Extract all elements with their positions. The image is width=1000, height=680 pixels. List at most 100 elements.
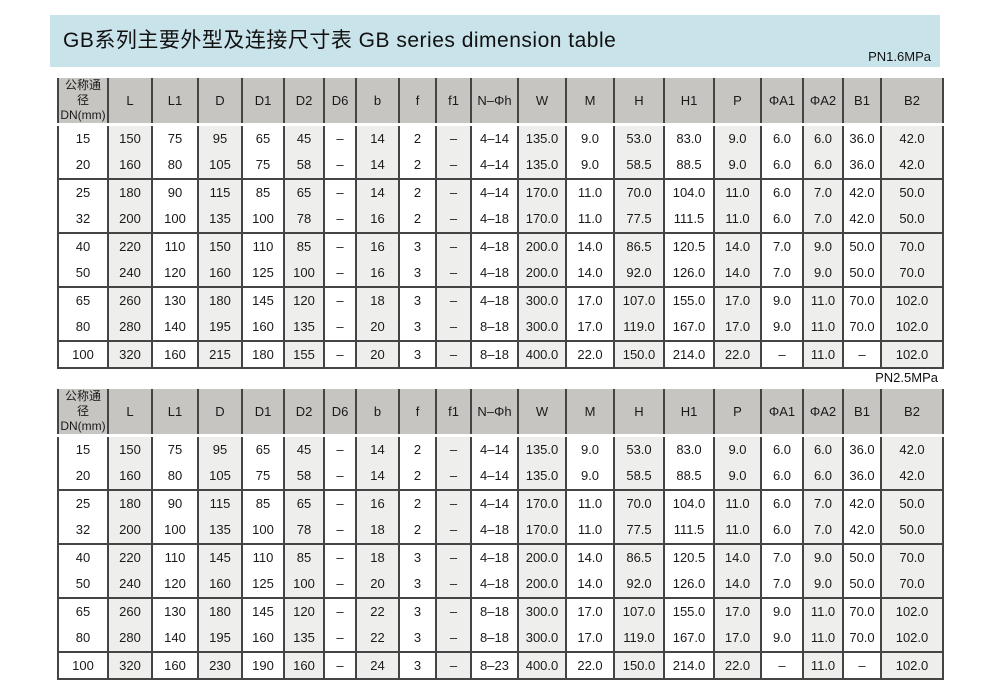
cell-p: 9.0 [713,124,761,152]
cell-p: 11.0 [713,489,761,517]
cell-phi-a1: 9.0 [760,624,803,653]
cell-f1: – [435,543,471,571]
cell-n-phi-h: 4–14 [470,435,518,463]
cell-w: 400.0 [517,651,566,680]
cell-h: 58.5 [613,462,664,491]
cell-b2: 50.0 [880,489,944,517]
cell-d1: 85 [241,489,284,517]
cell-f1: – [435,259,471,288]
cell-f1: – [435,232,471,260]
cell-h1: 83.0 [663,435,714,463]
cell-d: 105 [197,462,242,491]
cell-d2: 45 [283,435,324,463]
cell-n-phi-h: 4–14 [470,462,518,491]
column-header-dn: 公称通径 DN(mm) [57,78,108,126]
cell-p: 22.0 [713,651,761,680]
cell-b: 18 [355,516,399,545]
cell-f1: – [435,624,471,653]
table-row-dn-40: 40 220 110 145 110 85–18 3–4–18 200.0 14.0 86.5 12… [57,543,944,571]
cell-w: 170.0 [517,489,566,517]
cell-f1: – [435,151,471,180]
cell-l: 180 [107,489,152,517]
table-row-dn-50: 50 240 120 160 125 100–16 3–4–18 200.0 14.0 92.0 1… [57,259,944,288]
cell-n-phi-h: 8–18 [470,624,518,653]
table-row-dn-15: 15 150 75 95 65 45–14 2–4–14 135.0 9.0 53.0 83.0 9.… [57,124,944,152]
column-header-phi-a1: ΦA1 [760,78,803,126]
cell-phi-a2: 11.0 [802,340,843,369]
cell-d6: – [323,232,356,260]
cell-w: 170.0 [517,178,566,206]
cell-phi-a2: 11.0 [802,651,843,680]
column-header-w: W [517,78,566,126]
cell-phi-a2: 6.0 [802,124,843,152]
cell-m: 9.0 [565,462,614,491]
column-header-l1: L1 [151,389,198,437]
row-dn-value: 100 [57,340,108,369]
row-dn-value: 32 [57,205,108,234]
column-header-w: W [517,389,566,437]
column-header-f: f [398,389,436,437]
cell-p: 14.0 [713,570,761,599]
cell-n-phi-h: 4–18 [470,570,518,599]
cell-d2: 58 [283,151,324,180]
table-row-dn-80: 80 280 140 195 160 135–22 3–8–18 300.0 17.0 119.0… [57,624,944,653]
cell-w: 135.0 [517,435,566,463]
cell-f1: – [435,597,471,625]
cell-f: 3 [398,570,436,599]
cell-d1: 160 [241,624,284,653]
row-dn-value: 50 [57,259,108,288]
cell-m: 17.0 [565,624,614,653]
cell-p: 22.0 [713,340,761,369]
cell-f1: – [435,124,471,152]
cell-h1: 104.0 [663,178,714,206]
header-row: 公称通径 DN(mm) L L1 D D1 D2 D6 b f f1 N–Φh W M H H1 P ΦA1 ΦA2… [57,389,944,437]
column-header-d: D [197,78,242,126]
cell-b: 16 [355,489,399,517]
cell-phi-a2: 11.0 [802,286,843,314]
cell-phi-a1: 6.0 [760,462,803,491]
cell-d1: 85 [241,178,284,206]
cell-phi-a1: 7.0 [760,543,803,571]
cell-d1: 110 [241,232,284,260]
column-header-h1: H1 [663,389,714,437]
cell-d1: 100 [241,516,284,545]
column-header-d1: D1 [241,78,284,126]
cell-d: 150 [197,232,242,260]
cell-l1: 160 [151,651,198,680]
cell-d: 95 [197,124,242,152]
cell-w: 300.0 [517,624,566,653]
row-dn-value: 25 [57,178,108,206]
cell-p: 17.0 [713,624,761,653]
cell-phi-a1: – [760,340,803,369]
cell-d2: 65 [283,489,324,517]
column-header-l: L [107,78,152,126]
cell-l1: 130 [151,286,198,314]
cell-h: 53.0 [613,124,664,152]
cell-l: 220 [107,232,152,260]
cell-n-phi-h: 8–18 [470,340,518,369]
cell-f1: – [435,462,471,491]
cell-phi-a2: 6.0 [802,462,843,491]
cell-p: 17.0 [713,286,761,314]
cell-n-phi-h: 4–14 [470,124,518,152]
cell-b2: 70.0 [880,570,944,599]
cell-h1: 214.0 [663,651,714,680]
cell-b1: 50.0 [842,232,881,260]
table-row-dn-20: 20 160 80 105 75 58–14 2–4–14 135.0 9.0 58.5 88.5 9… [57,151,944,180]
cell-b2: 70.0 [880,259,944,288]
cell-d2: 45 [283,124,324,152]
cell-l: 150 [107,435,152,463]
row-dn-value: 32 [57,516,108,545]
cell-b2: 70.0 [880,232,944,260]
cell-l1: 80 [151,462,198,491]
column-header-d1: D1 [241,389,284,437]
cell-d2: 85 [283,232,324,260]
column-header-h: H [613,78,664,126]
cell-phi-a1: 6.0 [760,205,803,234]
cell-m: 9.0 [565,124,614,152]
cell-f1: – [435,178,471,206]
cell-l: 280 [107,313,152,342]
cell-m: 22.0 [565,340,614,369]
cell-n-phi-h: 4–14 [470,489,518,517]
column-header-h1: H1 [663,78,714,126]
